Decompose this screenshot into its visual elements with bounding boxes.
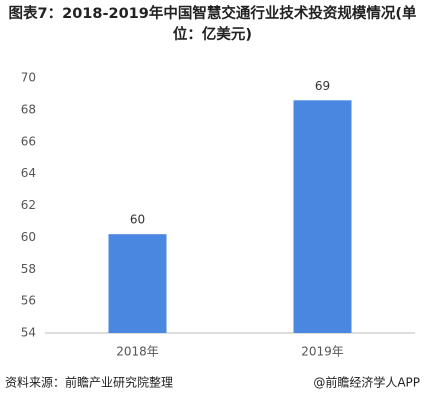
source-note: 资料来源：前瞻产业研究院整理: [5, 375, 173, 390]
credit: @前瞻经济学人APP: [313, 375, 420, 390]
y-tick-label: 62: [21, 198, 36, 212]
y-tick-label: 56: [21, 294, 36, 308]
chart-title: 图表7：2018-2019年中国智慧交通行业技术投资规模情况(单位：亿美元): [8, 6, 417, 43]
y-tick-label: 54: [21, 326, 36, 340]
x-tick-label: 2019年: [301, 345, 344, 359]
value-label: 69: [315, 79, 330, 93]
y-tick-label: 58: [21, 262, 36, 276]
y-tick-label: 68: [21, 102, 36, 116]
x-tick-label: 2018年: [116, 345, 159, 359]
y-tick-label: 60: [21, 230, 36, 244]
y-tick-label: 64: [21, 166, 36, 180]
y-tick-label: 66: [21, 134, 36, 148]
bar: [293, 100, 352, 333]
value-label: 60: [130, 213, 145, 227]
bar: [108, 234, 167, 333]
y-tick-label: 70: [21, 71, 36, 85]
